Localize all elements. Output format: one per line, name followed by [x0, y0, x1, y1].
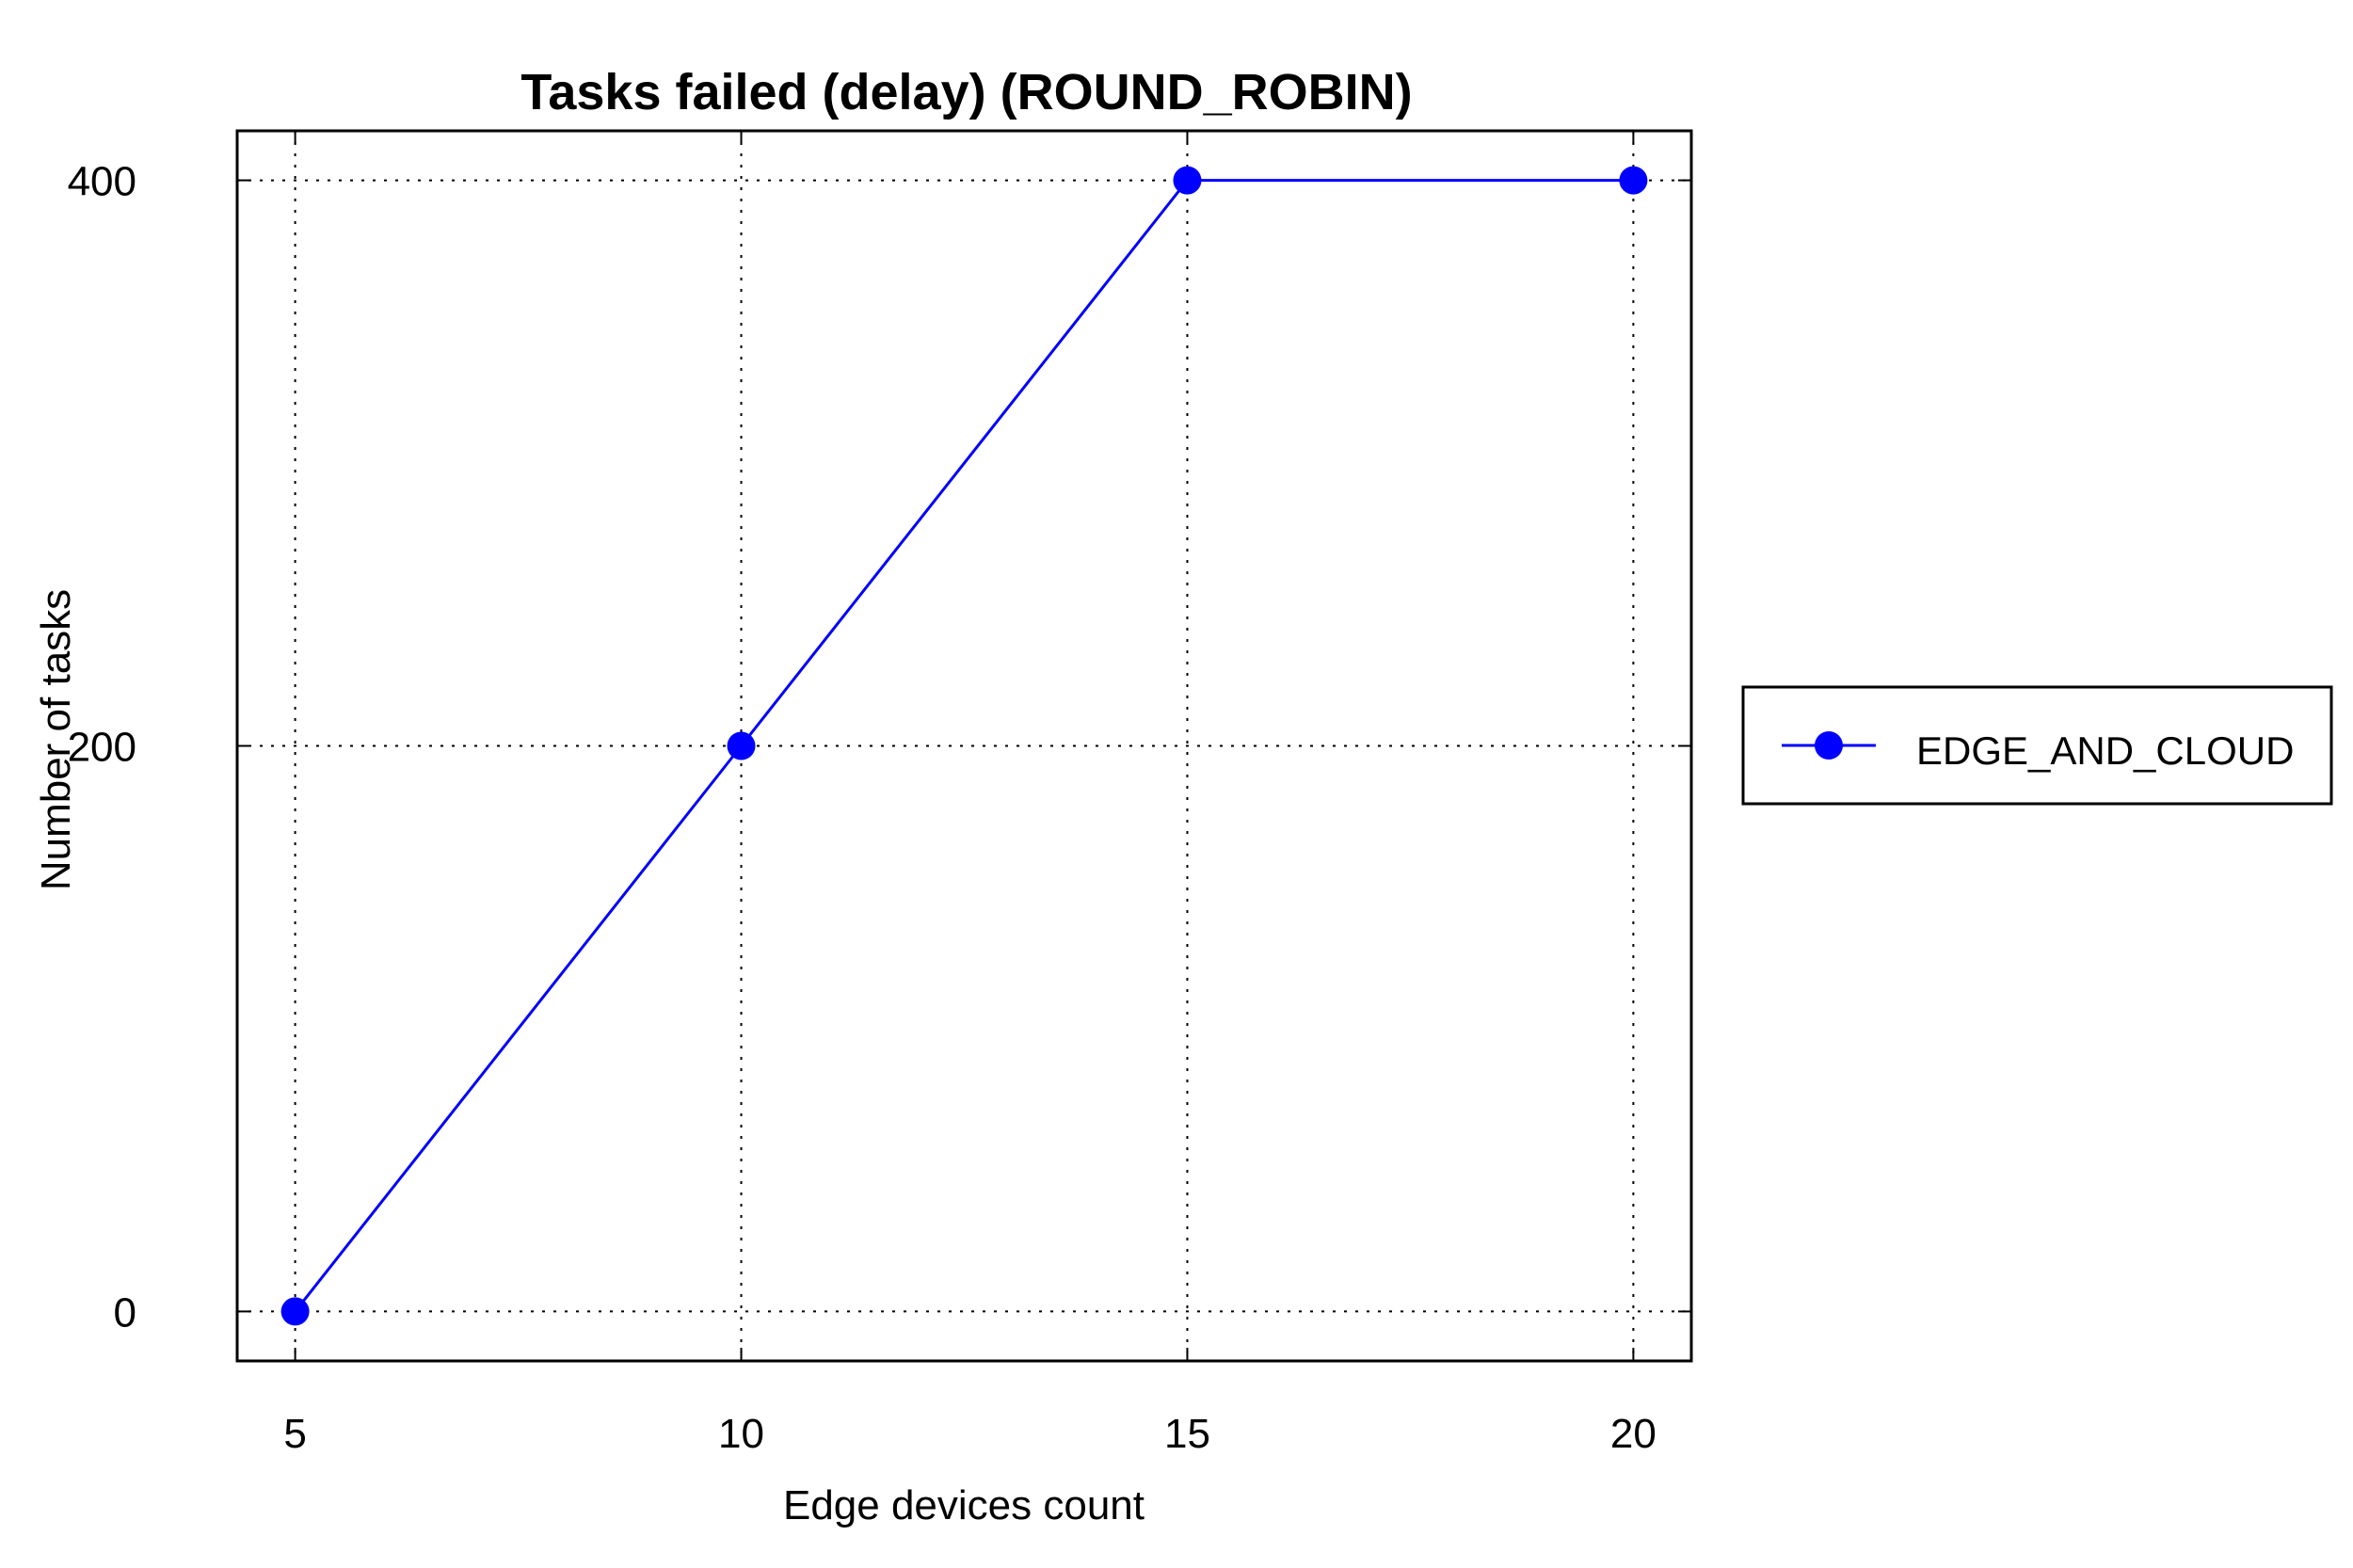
- y-tick-label-200: 200: [68, 725, 136, 771]
- series-layer: [280, 166, 1648, 1326]
- data-point-0-2: [1173, 166, 1202, 195]
- y-tick-label-400: 400: [68, 159, 136, 205]
- chart-title: Tasks failed (delay) (ROUND_ROBIN): [520, 64, 1412, 120]
- x-tick-label-20: 20: [1610, 1411, 1657, 1457]
- data-point-0-1: [727, 731, 756, 760]
- x-axis-label: Edge devices count: [783, 1482, 1144, 1528]
- data-point-0-0: [280, 1297, 310, 1326]
- ticks: [237, 131, 1691, 1361]
- legend-label: EDGE_AND_CLOUD: [1916, 728, 2294, 773]
- series-line-0: [294, 179, 1634, 1313]
- plot-frame: [235, 129, 1693, 1363]
- x-tick-label-10: 10: [718, 1411, 764, 1457]
- data-point-0-3: [1619, 166, 1648, 195]
- grid: [237, 131, 1691, 1361]
- x-tick-label-5: 5: [283, 1411, 306, 1457]
- y-axis-label: Number of tasks: [33, 589, 79, 890]
- x-tick-label-15: 15: [1164, 1411, 1210, 1457]
- y-tick-label-0: 0: [114, 1289, 136, 1336]
- legend-swatch-marker: [1815, 731, 1843, 760]
- legend: EDGE_AND_CLOUD: [1741, 685, 2333, 806]
